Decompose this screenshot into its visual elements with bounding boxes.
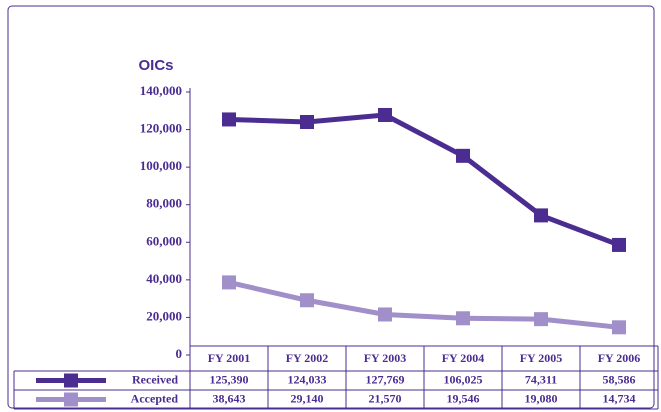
x-tick-label: FY 2002 (286, 351, 329, 365)
legend-label: Accepted (131, 391, 179, 405)
marker (534, 312, 548, 327)
y-tick-label: 140,000 (140, 83, 182, 98)
table-cell: 125,390 (210, 372, 249, 386)
marker (456, 148, 470, 163)
x-tick-label: FY 2006 (598, 351, 641, 365)
x-tick-label: FY 2004 (442, 351, 485, 365)
x-tick-label: FY 2003 (364, 351, 407, 365)
series-line (228, 112, 620, 248)
marker (222, 112, 236, 127)
table-cell: 127,769 (366, 372, 405, 386)
x-tick-label: FY 2005 (520, 351, 563, 365)
marker (222, 275, 236, 290)
series-line (228, 279, 620, 330)
y-tick-label: 0 (176, 346, 183, 361)
marker (534, 208, 548, 223)
marker (300, 114, 314, 129)
table-cell: 58,586 (603, 372, 636, 386)
legend-marker (64, 373, 78, 388)
y-tick-label: 120,000 (140, 121, 182, 136)
y-tick-label: 100,000 (140, 158, 182, 173)
y-tick-label: 80,000 (146, 196, 182, 211)
table-cell: 21,570 (369, 391, 402, 405)
marker (300, 293, 314, 308)
marker (378, 307, 392, 322)
marker (456, 311, 470, 326)
table-cell: 124,033 (288, 372, 327, 386)
x-tick-label: FY 2001 (208, 351, 251, 365)
table-cell: 19,546 (447, 391, 480, 405)
y-tick-label: 40,000 (146, 271, 182, 286)
marker (612, 320, 626, 335)
y-axis-label: OICs (138, 57, 173, 74)
frame (7, 5, 655, 409)
legend-label: Received (132, 372, 178, 386)
table-cell: 38,643 (213, 391, 246, 405)
table-cell: 29,140 (291, 391, 324, 405)
legend-marker (64, 392, 78, 407)
marker (378, 107, 392, 122)
y-tick-label: 20,000 (146, 308, 182, 323)
y-tick-label: 60,000 (146, 233, 182, 248)
table-cell: 74,311 (525, 372, 557, 386)
table-cell: 19,080 (525, 391, 558, 405)
marker (612, 237, 626, 252)
table-cell: 106,025 (444, 372, 483, 386)
table-cell: 14,734 (603, 391, 636, 405)
